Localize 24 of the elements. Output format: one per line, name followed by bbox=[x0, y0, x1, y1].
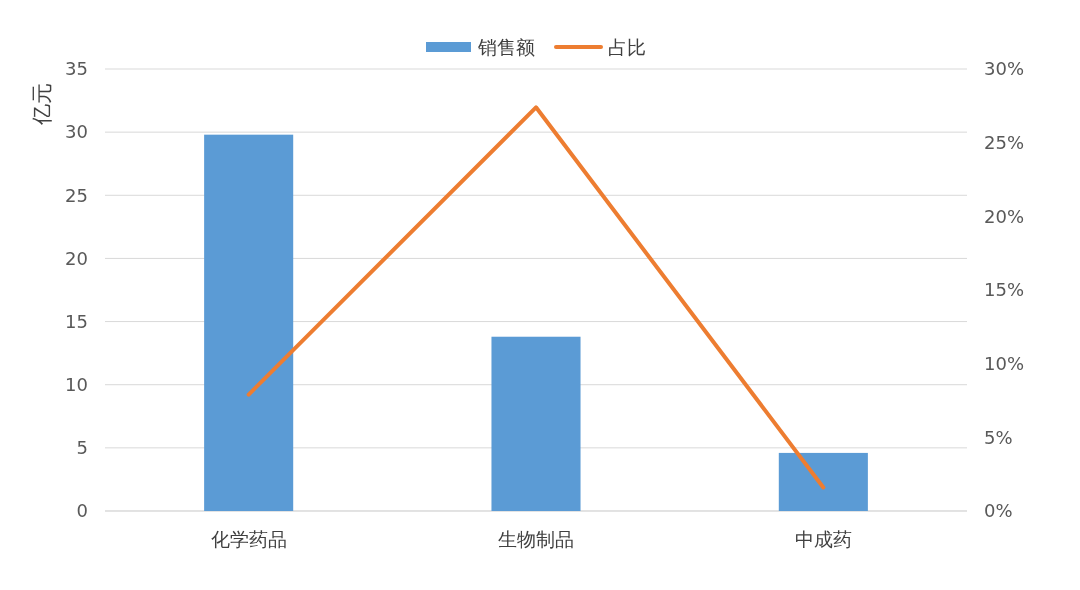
y-tick-label: 0 bbox=[76, 500, 88, 522]
x-tick-label: 生物制品 bbox=[498, 527, 574, 550]
legend-label: 占比 bbox=[608, 35, 646, 58]
y-tick-label: 20 bbox=[65, 247, 88, 269]
y-tick-label: 25 bbox=[65, 184, 88, 206]
y2-tick-label: 5% bbox=[984, 426, 1013, 448]
y-tick-label: 5 bbox=[76, 437, 88, 459]
y-tick-label: 35 bbox=[65, 58, 88, 80]
y2-tick-label: 30% bbox=[984, 58, 1025, 80]
y-tick-label: 15 bbox=[65, 310, 88, 332]
x-tick-label: 中成药 bbox=[794, 527, 852, 550]
y2-tick-label: 10% bbox=[984, 352, 1025, 374]
bar bbox=[204, 134, 294, 511]
bar bbox=[778, 452, 868, 511]
y-tick-label: 10 bbox=[65, 374, 88, 396]
y2-tick-label: 15% bbox=[984, 279, 1025, 301]
y2-tick-label: 0% bbox=[984, 500, 1013, 522]
y2-tick-label: 20% bbox=[984, 205, 1025, 227]
y-axis-title: 亿元 bbox=[30, 83, 55, 126]
y-tick-label: 30 bbox=[65, 121, 88, 143]
y2-tick-label: 25% bbox=[984, 131, 1025, 153]
bar bbox=[491, 336, 581, 511]
legend-label: 销售额 bbox=[477, 35, 535, 58]
x-tick-label: 化学药品 bbox=[210, 527, 287, 550]
